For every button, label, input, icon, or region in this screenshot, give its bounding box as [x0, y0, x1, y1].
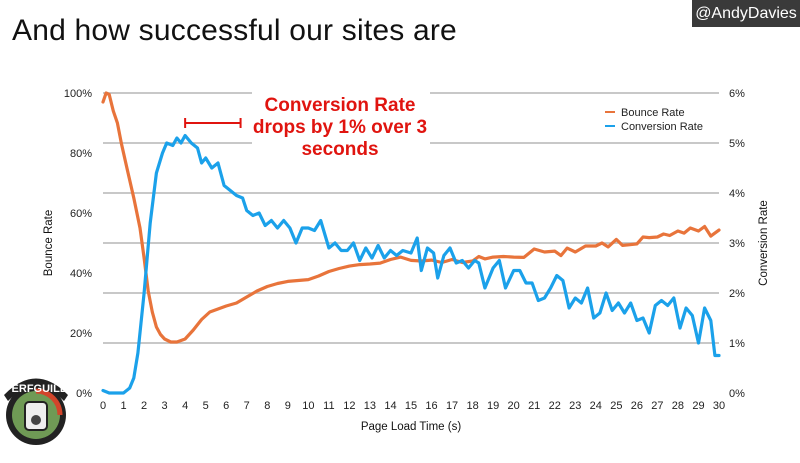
x-tick-label: 21	[528, 400, 540, 412]
x-tick-label: 7	[244, 400, 250, 412]
x-tick-label: 0	[100, 400, 106, 412]
x-tick-label: 1	[120, 400, 126, 412]
x-tick-label: 23	[569, 400, 581, 412]
y-left-tick-label: 0%	[76, 388, 92, 400]
x-tick-label: 8	[264, 400, 270, 412]
conversion-rate-line	[101, 133, 721, 395]
x-tick-label: 10	[302, 400, 314, 412]
legend: Bounce Rate Conversion Rate	[605, 107, 703, 133]
x-tick-label: 13	[364, 400, 376, 412]
x-tick-label: 14	[384, 400, 396, 412]
y-right-tick-label: 1%	[729, 338, 745, 350]
x-tick-label: 15	[405, 400, 417, 412]
x-tick-label: 12	[343, 400, 355, 412]
y-right-tick-label: 2%	[729, 288, 745, 300]
slide-title: And how successful our sites are	[12, 14, 457, 47]
annotation: Conversion Rate drops by 1% over 3 secon…	[184, 88, 430, 160]
x-tick-label: 18	[466, 400, 478, 412]
x-tick-label: 19	[487, 400, 499, 412]
x-tick-label: 20	[508, 400, 520, 412]
x-tick-label: 17	[446, 400, 458, 412]
legend-label-bounce-rate: Bounce Rate	[621, 107, 685, 119]
y-left-tick-label: 20%	[70, 328, 92, 340]
series-lines	[101, 91, 721, 395]
x-tick-label: 30	[713, 400, 725, 412]
y-right-tick-label: 3%	[729, 238, 745, 250]
legend-label-conversion-rate: Conversion Rate	[621, 121, 703, 133]
x-tick-label: 26	[631, 400, 643, 412]
x-tick-label: 28	[672, 400, 684, 412]
x-tick-label: 25	[610, 400, 622, 412]
x-tick-label: 27	[651, 400, 663, 412]
y-axis-right-label: Conversion Rate	[758, 200, 770, 286]
tick-labels: 0 1 2 3 4 5 6 7 8 9 10 11 12 13 14 15 16 17 18 19 20 21 22 23 24…	[64, 88, 745, 412]
x-tick-label: 24	[590, 400, 602, 412]
y-right-tick-label: 0%	[729, 388, 745, 400]
y-right-tick-label: 6%	[729, 88, 745, 100]
svg-text:PERFGUILD: PERFGUILD	[4, 383, 68, 395]
x-tick-label: 3	[162, 400, 168, 412]
x-tick-label: 6	[223, 400, 229, 412]
annotation-backdrop	[252, 88, 430, 156]
x-tick-label: 5	[203, 400, 209, 412]
x-tick-label: 2	[141, 400, 147, 412]
author-handle-badge: @AndyDavies	[692, 0, 800, 27]
x-tick-label: 11	[323, 400, 334, 412]
x-tick-label: 9	[285, 400, 291, 412]
y-right-tick-label: 5%	[729, 138, 745, 150]
y-left-tick-label: 80%	[70, 148, 92, 160]
x-axis-label: Page Load Time (s)	[361, 421, 462, 433]
bounce-rate-line	[101, 91, 721, 344]
y-left-tick-label: 60%	[70, 208, 92, 220]
x-tick-label: 16	[425, 400, 437, 412]
perfguild-logo: PERFGUILD	[4, 378, 68, 445]
y-left-tick-label: 100%	[64, 88, 92, 100]
x-tick-label: 22	[549, 400, 561, 412]
x-tick-label: 29	[692, 400, 704, 412]
x-tick-label: 4	[182, 400, 188, 412]
y-right-tick-label: 4%	[729, 188, 745, 200]
y-axis-left-label: Bounce Rate	[43, 210, 55, 277]
y-left-tick-label: 40%	[70, 268, 92, 280]
annotation-line-2: drops by 1% over 3	[253, 117, 427, 138]
annotation-line-3: seconds	[301, 139, 378, 160]
annotation-line-1: Conversion Rate	[265, 95, 416, 116]
